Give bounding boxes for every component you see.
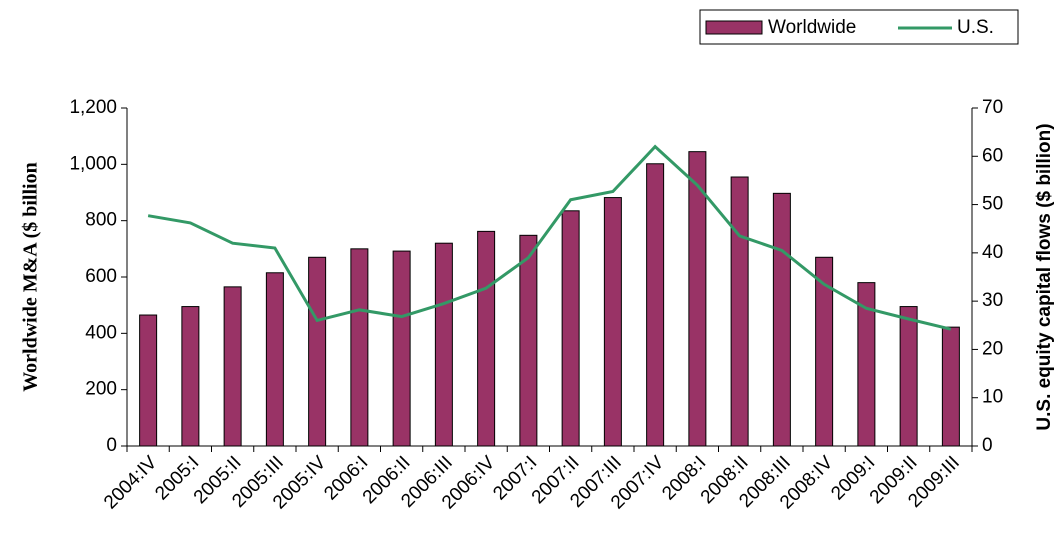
bar <box>181 306 200 447</box>
bar <box>730 176 749 447</box>
bar <box>561 210 580 447</box>
legend-label: U.S. <box>957 17 994 38</box>
y2-tick-label: 10 <box>982 387 1003 408</box>
legend-swatch <box>705 20 763 35</box>
bar <box>899 306 918 447</box>
y-tick-label: 1,200 <box>69 97 117 118</box>
y-tick-label: 800 <box>85 210 117 231</box>
legend-label: Worldwide <box>768 17 856 38</box>
bar <box>392 250 411 447</box>
bar <box>434 242 453 447</box>
y-tick-label: 1,000 <box>69 153 117 174</box>
y2-tick-label: 50 <box>982 194 1003 215</box>
y-axis-label: Worldwide M&A ($ billion <box>20 162 42 391</box>
y-tick-label: 600 <box>85 266 117 287</box>
bar <box>519 234 538 447</box>
y2-tick-label: 70 <box>982 97 1003 118</box>
y2-tick-label: 60 <box>982 145 1003 166</box>
y2-tick-label: 20 <box>982 338 1003 359</box>
x-tick-label: 2004:IV <box>100 452 161 513</box>
bar <box>265 272 284 447</box>
bar <box>772 192 791 447</box>
y-tick-label: 400 <box>85 322 117 343</box>
bar <box>941 326 960 447</box>
y2-tick-label: 40 <box>982 242 1003 263</box>
y-tick-label: 200 <box>85 379 117 400</box>
bar <box>223 286 242 447</box>
y2-tick-label: 0 <box>982 435 993 456</box>
bar <box>688 151 707 447</box>
bar <box>603 197 622 447</box>
bar <box>350 248 369 447</box>
line <box>147 144 952 331</box>
bar <box>308 256 327 447</box>
y2-tick-label: 30 <box>982 290 1003 311</box>
bar <box>646 163 665 447</box>
y2-axis-label: U.S. equity capital flows ($ billion) <box>1034 123 1055 430</box>
bar <box>139 314 158 447</box>
bar <box>477 230 496 447</box>
y-tick-label: 0 <box>106 435 117 456</box>
